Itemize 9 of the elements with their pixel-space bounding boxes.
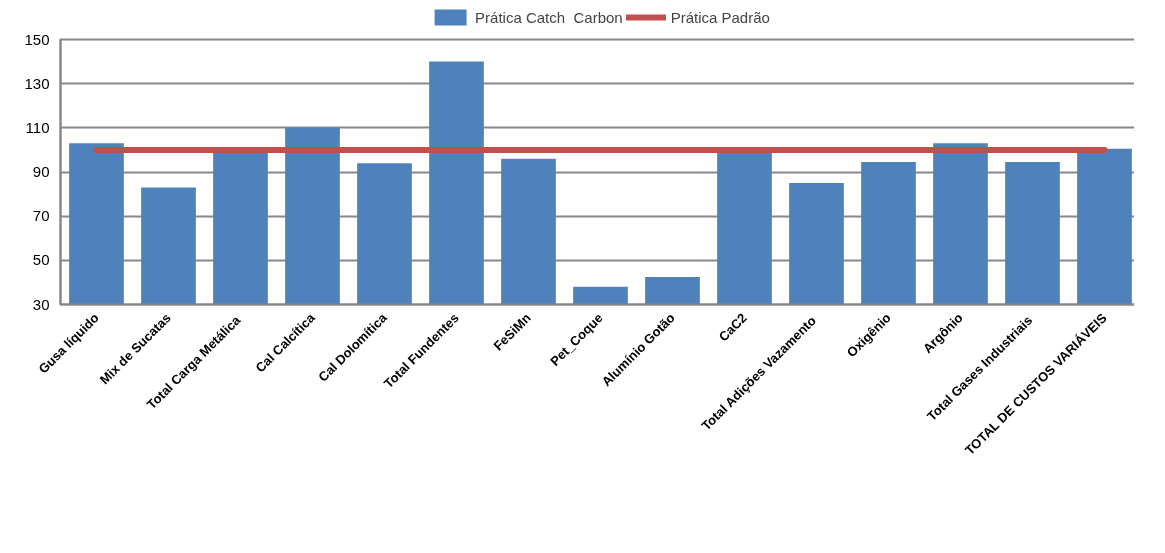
legend-label: Prática Padrão bbox=[670, 8, 770, 26]
y-tick-label: 150 bbox=[24, 30, 50, 48]
y-tick-label: 70 bbox=[32, 207, 50, 225]
y-tick-label: 130 bbox=[24, 74, 50, 92]
y-tick-label: 90 bbox=[32, 163, 50, 180]
y-tick-label: 30 bbox=[32, 295, 50, 313]
y-tick-label: 110 bbox=[25, 118, 50, 136]
legend-label: Prática Catch Carbon bbox=[475, 8, 623, 26]
y-tick-label: 50 bbox=[32, 251, 50, 269]
